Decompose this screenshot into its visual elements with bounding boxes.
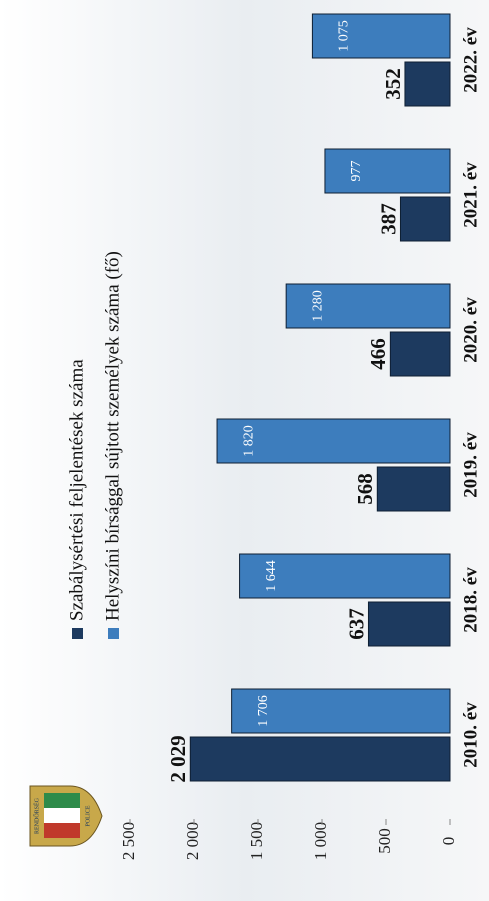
y-tick-label: 2 000 <box>183 822 202 860</box>
x-tick-label: 2021. év <box>460 162 481 228</box>
legend-label: Szabálysértési feljelentések száma <box>66 359 87 621</box>
logo-stripe <box>44 808 80 823</box>
bar <box>389 331 451 377</box>
bar <box>324 148 451 194</box>
value-label: 352 <box>381 68 405 100</box>
value-label: 568 <box>353 473 377 505</box>
value-label: 1 644 <box>264 560 279 592</box>
value-label: 1 820 <box>241 425 256 457</box>
value-label: 466 <box>366 338 390 370</box>
chart-body: RENDŐRSÉG POLICE 0 500 1 000 1 500 2 000 2 50… <box>29 13 481 860</box>
value-label: 1 706 <box>256 695 271 727</box>
logo-stripe <box>44 793 80 808</box>
legend-swatch <box>72 628 83 639</box>
value-label: 1 280 <box>310 290 325 322</box>
value-label: 977 <box>349 161 364 182</box>
value-label: 2 029 <box>166 735 190 782</box>
bar <box>399 196 451 242</box>
bar <box>216 418 451 464</box>
x-tick-label: 2020. év <box>460 297 481 363</box>
logo-text: POLICE <box>85 805 91 826</box>
x-tick-label: 2019. év <box>460 432 481 498</box>
y-tick-label: 1 000 <box>311 822 330 860</box>
y-tick-label: 2 500 <box>119 822 138 860</box>
bar <box>239 553 451 599</box>
bar <box>231 688 451 734</box>
value-label: 1 075 <box>337 20 352 52</box>
logo-text: RENDŐRSÉG <box>32 797 40 834</box>
logo-stripe <box>44 823 80 838</box>
y-tick-label: 1 500 <box>247 822 266 860</box>
value-label: 387 <box>376 203 400 235</box>
logo: RENDŐRSÉG POLICE <box>29 785 103 847</box>
value-label: 637 <box>344 608 368 640</box>
x-tick-label: 2018. év <box>460 567 481 633</box>
bar <box>404 61 451 107</box>
bar <box>311 13 451 59</box>
bar <box>285 283 451 329</box>
bar <box>367 601 451 647</box>
legend-swatch <box>108 628 119 639</box>
bar <box>189 736 451 782</box>
x-tick-label: 2010. év <box>460 702 481 768</box>
y-tick-label: 0 <box>439 837 458 846</box>
legend-label: Helyszíni bírsággal sújtott személyek sz… <box>102 251 123 621</box>
y-tick-label: 500 <box>375 828 394 854</box>
x-tick-label: 2022. év <box>460 27 481 93</box>
bar <box>376 466 451 512</box>
